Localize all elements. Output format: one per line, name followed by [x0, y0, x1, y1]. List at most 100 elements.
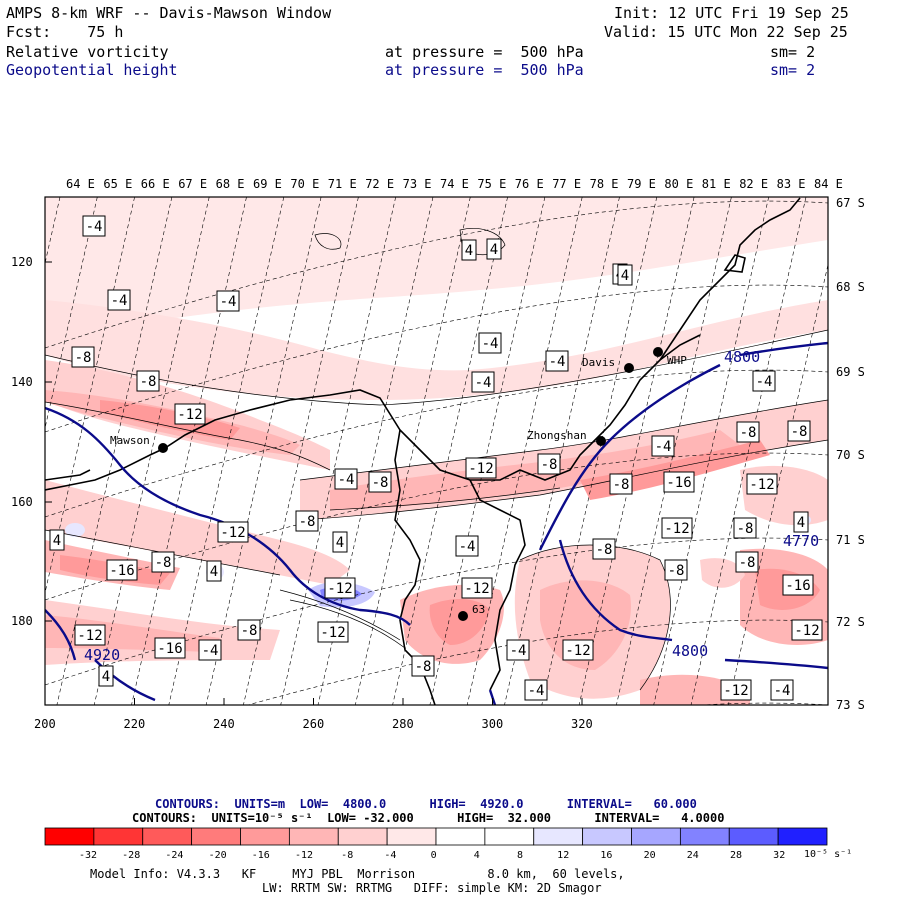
top-axis-label: 73 E	[403, 177, 432, 191]
init-time: Init: 12 UTC Fri 19 Sep 25	[614, 4, 849, 22]
top-axis-label: 77 E	[552, 177, 581, 191]
meridian-line	[355, 197, 471, 705]
svg-text:-8: -8	[241, 623, 258, 639]
vorticity-label: -8	[537, 453, 561, 475]
station-label-63: 63	[472, 603, 485, 616]
svg-text:-12: -12	[565, 643, 590, 659]
vorticity-contours	[45, 228, 828, 691]
vorticity-label: -12	[324, 577, 356, 599]
colorbar-swatch	[777, 827, 828, 846]
parallel-line	[45, 200, 828, 349]
top-axis-label: 82 E	[739, 177, 768, 191]
vorticity-label: -4	[651, 435, 675, 457]
svg-text:-4: -4	[655, 439, 672, 455]
top-axis-label: 65 E	[103, 177, 132, 191]
valid-time: Valid: 15 UTC Mon 22 Sep 25	[604, 23, 848, 41]
station-marker-mawson	[158, 443, 168, 453]
plot-frame	[44, 196, 829, 706]
vorticity-label: -4	[506, 639, 530, 661]
vorticity-label: -12	[174, 403, 206, 425]
vorticity-label: -12	[746, 473, 778, 495]
colorbar-tick-label: -12	[295, 850, 313, 861]
colorbar-tick-label: 8	[517, 850, 523, 861]
colorbar-tick-label: -8	[341, 850, 353, 861]
colorbar-tick-label: -32	[79, 850, 97, 861]
svg-text:-4: -4	[756, 374, 773, 390]
colorbar-swatch	[484, 827, 535, 846]
vorticity-label: -4	[455, 535, 479, 557]
vorticity-label: -8	[609, 473, 633, 495]
height-label: 4800	[724, 348, 760, 366]
svg-text:4: 4	[621, 268, 629, 284]
meridian-line	[56, 197, 173, 705]
svg-text:-4: -4	[475, 375, 492, 391]
vorticity-label: 4	[461, 239, 477, 261]
svg-text:-16: -16	[109, 563, 134, 579]
model-info-line1: Model Info: V4.3.3 KF MYJ PBL Morrison 8…	[90, 867, 625, 881]
meridian-line	[728, 263, 828, 705]
svg-text:4: 4	[53, 533, 61, 549]
svg-text:-12: -12	[220, 525, 245, 541]
svg-text:-4: -4	[459, 539, 476, 555]
colorbar-swatch	[631, 827, 681, 846]
parallel-line	[45, 284, 828, 433]
colorbar-swatch	[44, 827, 95, 846]
field2-name: Geopotential height	[6, 61, 178, 79]
svg-text:-4: -4	[220, 294, 237, 310]
top-axis-labels: 64 E 65 E 66 E 67 E 68 E 69 E 70 E 71 E 72 E 73 E…	[66, 177, 843, 191]
svg-text:-16: -16	[785, 578, 810, 594]
vorticity-label: -8	[733, 517, 757, 539]
top-axis-label: 68 E	[216, 177, 245, 191]
colorbar-swatch	[728, 827, 779, 846]
vorticity-label: -12	[465, 457, 497, 479]
svg-text:-12: -12	[468, 461, 493, 477]
bottom-axis-label: 280	[392, 717, 414, 731]
vorticity-label: -4	[107, 289, 131, 311]
right-axis-label: 72 S	[836, 615, 865, 629]
vorticity-label: -4	[770, 679, 794, 701]
vorticity-label: -12	[791, 619, 823, 641]
vorticity-label: -8	[411, 655, 435, 677]
vorticity-label: -4	[471, 371, 495, 393]
vorticity-label: 4	[486, 238, 502, 260]
colorbar-tick-label: 12	[557, 850, 569, 861]
colorbar-swatch	[386, 827, 437, 846]
left-axis-label: 160	[11, 495, 33, 509]
colorbar-ticks: -32 -28 -24 -20 -16 -12 -8 -4 0 4 8 12 16 20 24 28 32	[79, 850, 785, 861]
vorticity-label: 4	[332, 531, 348, 553]
parallel-line	[45, 452, 828, 601]
colorbar-tick-label: -24	[165, 850, 183, 861]
svg-text:-12: -12	[749, 477, 774, 493]
vorticity-contour-info: CONTOURS: UNITS=10⁻⁵ s⁻¹ LOW= -32.000 HI…	[132, 811, 724, 825]
svg-text:4: 4	[490, 242, 498, 258]
field1-level: at pressure = 500 hPa	[385, 43, 584, 61]
top-axis-label: 76 E	[515, 177, 544, 191]
colorbar	[44, 827, 828, 846]
svg-text:-4: -4	[528, 683, 545, 699]
vorticity-label: -16	[663, 471, 695, 493]
vorticity-label: 4	[49, 529, 65, 551]
station-marker-63	[458, 611, 468, 621]
bottom-axis-labels: 200 220 240 260 280 300 320	[34, 698, 593, 731]
vorticity-label: -12	[461, 577, 493, 599]
top-axis-label: 79 E	[627, 177, 656, 191]
colorbar-swatch	[582, 827, 632, 846]
colorbar-swatch	[142, 827, 193, 846]
field1-name: Relative vorticity	[6, 43, 169, 61]
svg-text:-4: -4	[338, 472, 355, 488]
bottom-axis-label: 200	[34, 717, 56, 731]
svg-text:-8: -8	[155, 555, 172, 571]
colorbar-swatch	[240, 827, 290, 846]
meridian-line	[653, 197, 769, 705]
colorbar-swatch	[679, 827, 730, 846]
meridian-line	[243, 197, 359, 705]
bottom-axis-label: 260	[303, 717, 325, 731]
vorticity-label: -16	[106, 559, 138, 581]
svg-text:4: 4	[465, 243, 473, 259]
colorbar-tick-label: 0	[431, 850, 437, 861]
svg-text:4: 4	[210, 564, 218, 580]
colorbar-tick-label: 16	[600, 850, 612, 861]
colorbar-tick-label: -16	[252, 850, 270, 861]
svg-text:-12: -12	[177, 407, 202, 423]
